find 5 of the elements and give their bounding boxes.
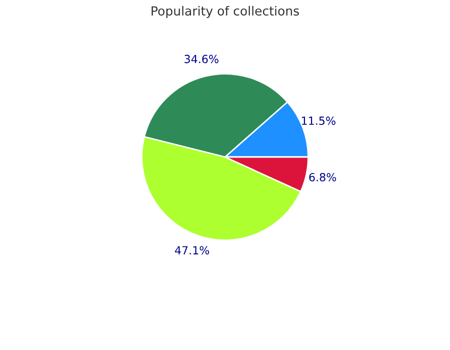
chart-title: Popularity of collections	[152, 6, 299, 18]
data-label: 34.6%	[184, 54, 218, 64]
data-label: 11.5%	[302, 116, 336, 125]
data-label: 6.8%	[309, 172, 336, 182]
data-label: 47.1%	[174, 246, 210, 254]
